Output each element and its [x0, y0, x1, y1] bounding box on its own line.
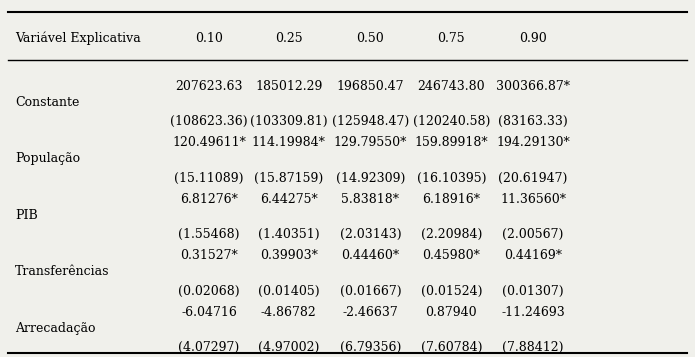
Text: Arrecadação: Arrecadação	[15, 322, 96, 335]
Text: -2.46637: -2.46637	[343, 306, 398, 319]
Text: (6.79356): (6.79356)	[340, 341, 401, 354]
Text: (15.11089): (15.11089)	[174, 171, 244, 185]
Text: Transferências: Transferências	[15, 265, 110, 278]
Text: (7.60784): (7.60784)	[420, 341, 482, 354]
Text: 5.83818*: 5.83818*	[341, 193, 400, 206]
Text: (0.01405): (0.01405)	[258, 285, 320, 297]
Text: (125948.47): (125948.47)	[332, 115, 409, 128]
Text: (120240.58): (120240.58)	[413, 115, 490, 128]
Text: (0.02068): (0.02068)	[178, 285, 240, 297]
Text: -6.04716: -6.04716	[181, 306, 237, 319]
Text: 120.49611*: 120.49611*	[172, 136, 246, 149]
Text: 0.10: 0.10	[195, 32, 223, 45]
Text: (2.03143): (2.03143)	[340, 228, 401, 241]
Text: 129.79550*: 129.79550*	[334, 136, 407, 149]
Text: 0.87940: 0.87940	[425, 306, 477, 319]
Text: População: População	[15, 152, 81, 165]
Text: (2.20984): (2.20984)	[420, 228, 482, 241]
Text: (4.07297): (4.07297)	[179, 341, 240, 354]
Text: (4.97002): (4.97002)	[258, 341, 319, 354]
Text: 194.29130*: 194.29130*	[496, 136, 570, 149]
Text: -4.86782: -4.86782	[261, 306, 316, 319]
Text: 159.89918*: 159.89918*	[414, 136, 488, 149]
Text: (1.40351): (1.40351)	[258, 228, 320, 241]
Text: 0.39903*: 0.39903*	[260, 249, 318, 262]
Text: (0.01667): (0.01667)	[340, 285, 401, 297]
Text: Variável Explicativa: Variável Explicativa	[15, 32, 141, 45]
Text: (14.92309): (14.92309)	[336, 171, 405, 185]
Text: (15.87159): (15.87159)	[254, 171, 323, 185]
Text: 11.36560*: 11.36560*	[500, 193, 566, 206]
Text: 0.90: 0.90	[519, 32, 547, 45]
Text: 0.31527*: 0.31527*	[180, 249, 238, 262]
Text: (16.10395): (16.10395)	[416, 171, 486, 185]
Text: (103309.81): (103309.81)	[250, 115, 327, 128]
Text: (0.01307): (0.01307)	[502, 285, 564, 297]
Text: 114.19984*: 114.19984*	[252, 136, 325, 149]
Text: 6.44275*: 6.44275*	[260, 193, 318, 206]
Text: 300366.87*: 300366.87*	[496, 80, 570, 93]
Text: 0.44169*: 0.44169*	[504, 249, 562, 262]
Text: Constante: Constante	[15, 96, 80, 109]
Text: (0.01524): (0.01524)	[420, 285, 482, 297]
Text: (7.88412): (7.88412)	[502, 341, 564, 354]
Text: 196850.47: 196850.47	[336, 80, 404, 93]
Text: (20.61947): (20.61947)	[498, 171, 568, 185]
Text: 0.45980*: 0.45980*	[423, 249, 480, 262]
Text: (2.00567): (2.00567)	[502, 228, 564, 241]
Text: 6.18916*: 6.18916*	[423, 193, 480, 206]
Text: -11.24693: -11.24693	[501, 306, 565, 319]
Text: (1.55468): (1.55468)	[179, 228, 240, 241]
Text: PIB: PIB	[15, 208, 38, 222]
Text: 0.75: 0.75	[438, 32, 465, 45]
Text: 6.81276*: 6.81276*	[180, 193, 238, 206]
Text: 185012.29: 185012.29	[255, 80, 322, 93]
Text: 0.25: 0.25	[275, 32, 302, 45]
Text: 0.44460*: 0.44460*	[341, 249, 400, 262]
Text: 207623.63: 207623.63	[175, 80, 243, 93]
Text: 246743.80: 246743.80	[418, 80, 485, 93]
Text: (83163.33): (83163.33)	[498, 115, 568, 128]
Text: 0.50: 0.50	[357, 32, 384, 45]
Text: (108623.36): (108623.36)	[170, 115, 248, 128]
